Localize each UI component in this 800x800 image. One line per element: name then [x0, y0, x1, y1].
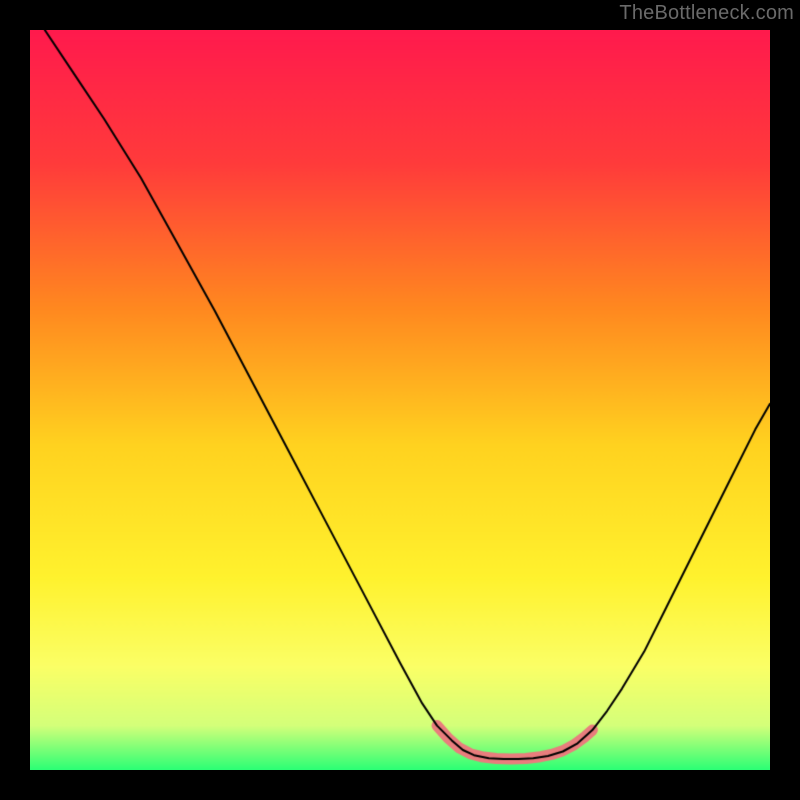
plot-area — [30, 30, 770, 770]
bottleneck-curve-chart — [30, 30, 770, 770]
chart-stage: TheBottleneck.com — [0, 0, 800, 800]
attribution-watermark: TheBottleneck.com — [619, 2, 794, 25]
